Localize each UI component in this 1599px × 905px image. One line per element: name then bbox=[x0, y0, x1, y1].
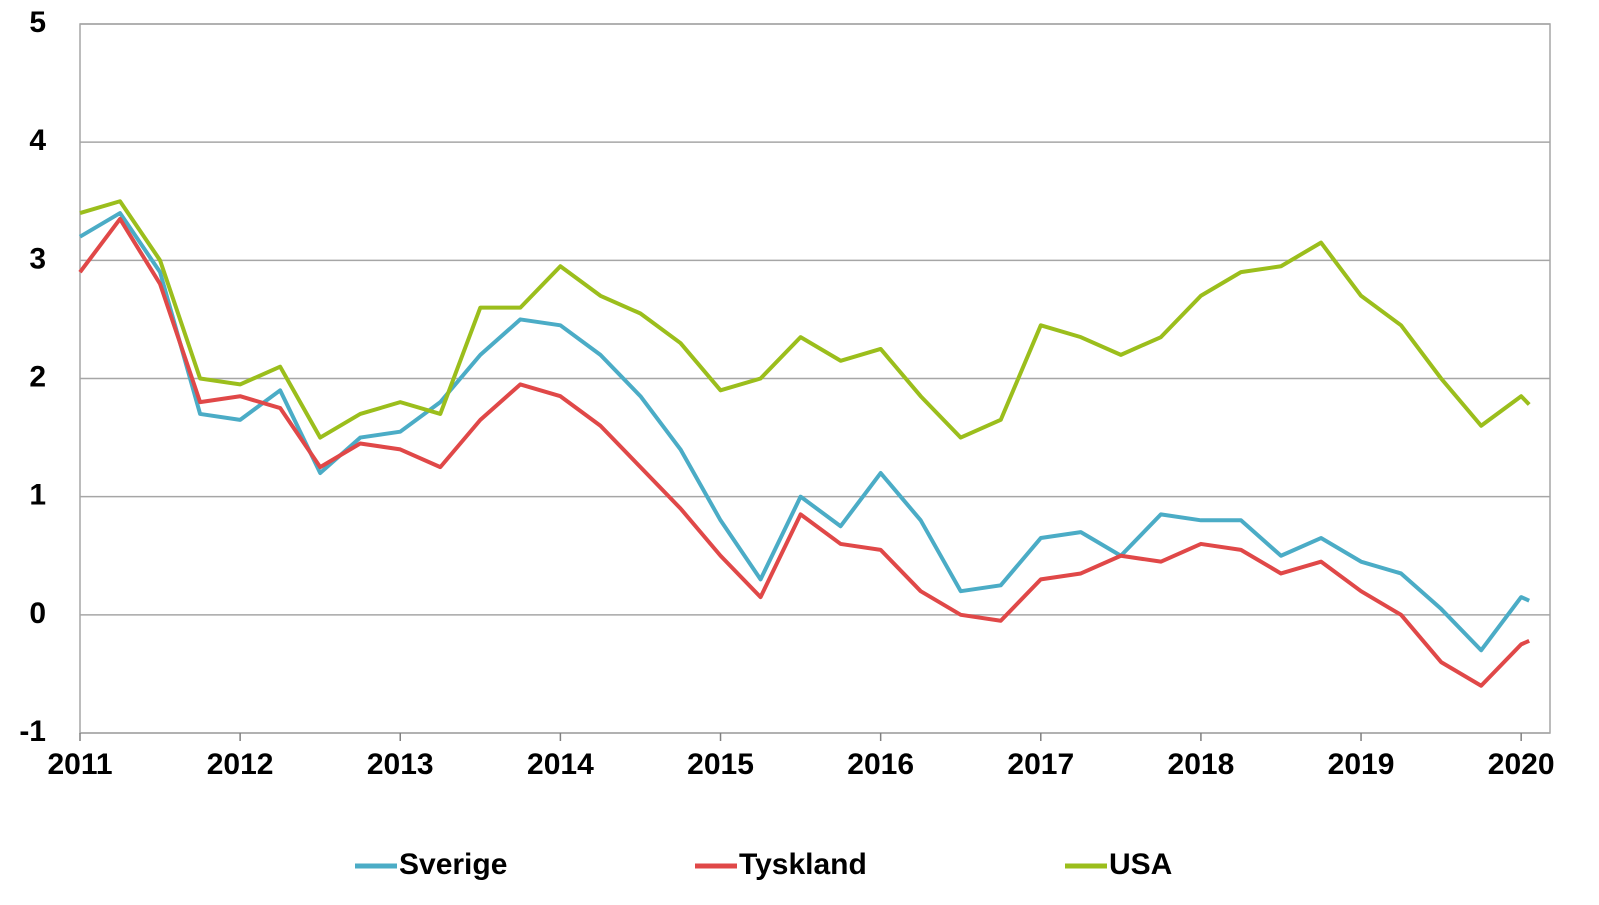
x-tick-label: 2015 bbox=[687, 748, 754, 781]
legend-label: USA bbox=[1109, 848, 1172, 881]
series-line bbox=[79, 199, 1531, 440]
y-tick-label: 0 bbox=[29, 597, 46, 630]
x-tick-label: 2012 bbox=[207, 748, 274, 781]
y-tick-label: 2 bbox=[29, 360, 46, 393]
x-tick-label: 2017 bbox=[1007, 748, 1074, 781]
series-line bbox=[78, 211, 1530, 653]
y-tick-label: 3 bbox=[29, 242, 46, 275]
plot-frame bbox=[79, 23, 1551, 734]
y-tick-label: 4 bbox=[29, 124, 46, 157]
x-tick-label: 2014 bbox=[527, 748, 594, 781]
x-tick-label: 2019 bbox=[1328, 748, 1395, 781]
x-tick-label: 2011 bbox=[47, 748, 112, 781]
series-line bbox=[78, 216, 1530, 688]
legend-label: Tyskland bbox=[739, 848, 867, 881]
x-tick-label: 2020 bbox=[1488, 748, 1555, 781]
x-tick-label: 2018 bbox=[1168, 748, 1235, 781]
legend-label: Sverige bbox=[399, 848, 507, 881]
y-tick-label: 5 bbox=[29, 6, 46, 39]
y-tick-label: 1 bbox=[29, 479, 46, 512]
y-tick-label: -1 bbox=[19, 715, 46, 748]
x-tick-label: 2013 bbox=[367, 748, 434, 781]
x-tick-label: 2016 bbox=[847, 748, 914, 781]
